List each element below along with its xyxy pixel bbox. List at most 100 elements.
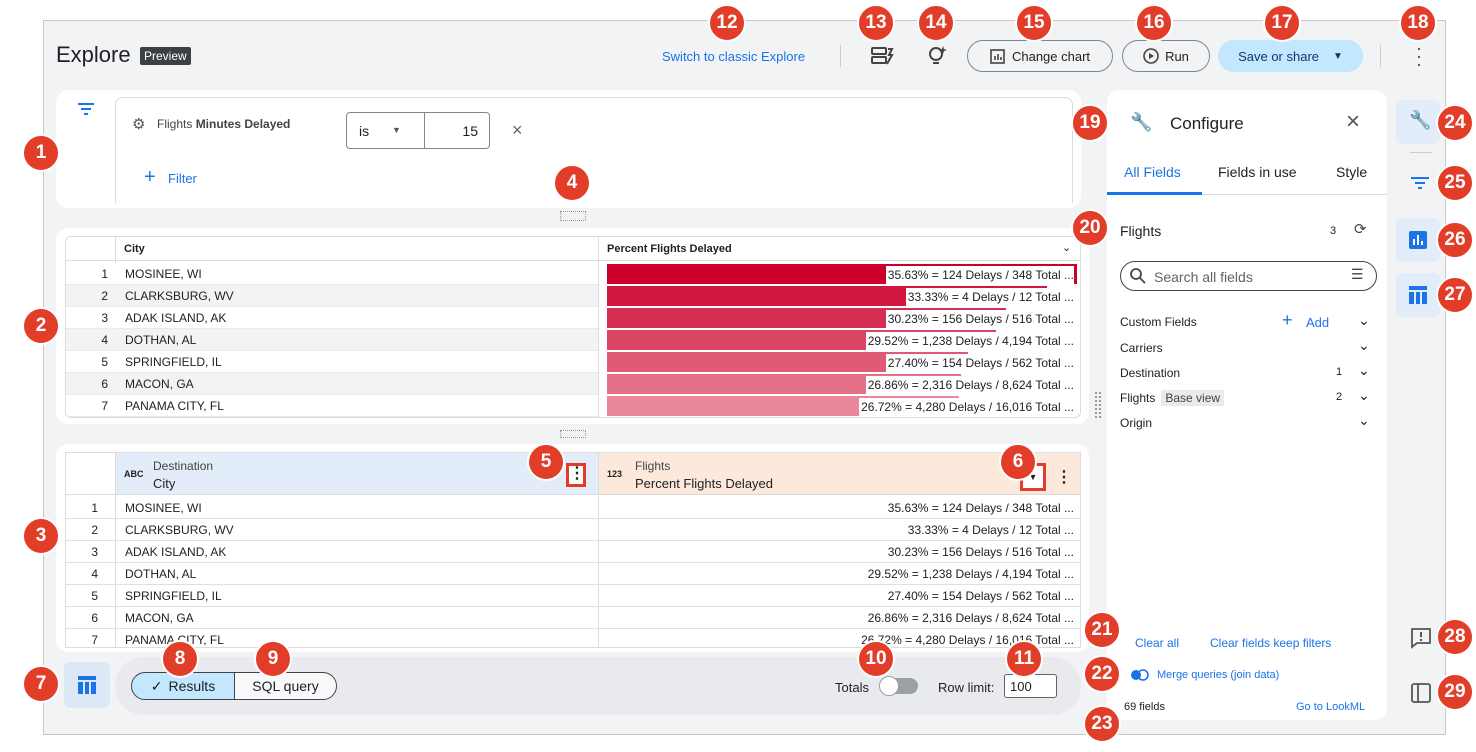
close-configure[interactable]: × (1346, 108, 1360, 136)
row-index: 7 (66, 629, 98, 648)
go-to-lookml[interactable]: Go to LookML (1296, 701, 1365, 713)
resize-handle[interactable] (560, 430, 586, 438)
preview-badge: Preview (140, 47, 191, 65)
group-count: 1 (1336, 366, 1342, 378)
rail-filter[interactable] (1410, 176, 1430, 190)
rail-table[interactable] (1396, 273, 1440, 317)
city: CLARKSBURG, WV (125, 285, 234, 307)
callout-badge: 8 (161, 640, 199, 678)
merge-queries[interactable]: Merge queries (join data) (1157, 669, 1279, 681)
field-count: 69 fields (1124, 701, 1165, 713)
city: CLARKSBURG, WV (125, 519, 234, 541)
field-group-row[interactable]: FlightsBase view (1120, 390, 1370, 406)
view-name: Flights (1120, 223, 1161, 239)
field-group-row[interactable]: Destination (1120, 365, 1370, 381)
ideas-icon[interactable] (926, 44, 948, 68)
sort-caret[interactable]: ⌄ (1062, 241, 1071, 254)
table-icon (1408, 285, 1428, 305)
refresh-icon[interactable]: ⟳ (1354, 220, 1367, 238)
tab[interactable]: Style (1336, 164, 1367, 180)
callout-badge: 23 (1083, 705, 1121, 743)
custom-fields[interactable]: Custom Fields (1120, 315, 1197, 329)
row-index: 2 (66, 519, 98, 541)
expand-caret[interactable]: ⌄ (1358, 312, 1370, 329)
sql-tab[interactable]: SQL query (234, 672, 337, 700)
add-custom-field[interactable]: Add (1306, 315, 1329, 330)
column-menu[interactable]: ⋮ (1056, 467, 1072, 487)
callout-badge: 26 (1436, 221, 1474, 259)
index-header-bg (66, 453, 115, 495)
filter-operator[interactable]: is (359, 123, 369, 139)
bar-label: 26.86% = 2,316 Delays / 8,624 Total ... (866, 376, 1074, 394)
panel-resize[interactable] (1095, 392, 1101, 418)
change-chart-button[interactable]: Change chart (967, 40, 1113, 72)
add-filter[interactable]: Filter (168, 171, 197, 186)
row-index: 5 (66, 351, 108, 373)
gear-icon: ⚙ (132, 115, 145, 133)
more-menu[interactable]: ··· (1416, 44, 1422, 68)
bar-label: 29.52% = 1,238 Delays / 4,194 Total ... (866, 332, 1074, 350)
change-chart-label: Change chart (1012, 49, 1090, 64)
chart-icon (990, 48, 1006, 64)
filter-field: Minutes Delayed (196, 117, 291, 131)
header-row (66, 237, 1081, 261)
bar-label: 27.40% = 154 Delays / 562 Total ... (886, 354, 1074, 372)
column-header: Percent Flights Delayed (607, 237, 732, 261)
remove-filter[interactable]: × (512, 120, 523, 141)
tab[interactable]: Fields in use (1218, 164, 1297, 180)
callout-badge: 20 (1071, 209, 1109, 247)
feedback-icon[interactable] (1410, 627, 1432, 649)
filter-box (115, 97, 1073, 203)
expand-caret[interactable]: ⌄ (1358, 387, 1370, 404)
column-divider (598, 453, 599, 648)
callout-badge: 25 (1436, 164, 1474, 202)
insights-icon[interactable] (870, 44, 894, 68)
clear-all[interactable]: Clear all (1135, 636, 1179, 650)
expand-caret[interactable]: ⌄ (1358, 337, 1370, 354)
field-group-row[interactable]: Origin (1120, 415, 1370, 431)
value: 35.63% = 124 Delays / 348 Total ... (888, 497, 1074, 519)
group-count: 2 (1336, 391, 1342, 403)
column-divider (115, 453, 116, 648)
save-button[interactable]: Save or share▼ (1218, 40, 1363, 72)
bar-label: 30.23% = 156 Delays / 516 Total ... (886, 310, 1074, 328)
results-table: ABCDestinationCity⋮123FlightsPercent Fli… (65, 452, 1081, 648)
merge-icon (1130, 669, 1150, 681)
group-name: Carriers (1120, 341, 1163, 355)
expand-caret[interactable]: ⌄ (1358, 412, 1370, 429)
callout-badge: 6 (999, 443, 1037, 481)
callout-badge: 12 (708, 4, 746, 42)
filter-value[interactable]: 15 (430, 123, 478, 139)
row-index: 3 (66, 541, 98, 563)
classic-link[interactable]: Switch to classic Explore (662, 49, 805, 64)
city: SPRINGFIELD, IL (125, 585, 222, 607)
totals-toggle[interactable] (880, 678, 918, 694)
search-placeholder: Search all fields (1154, 269, 1253, 285)
callout-badge: 28 (1436, 618, 1474, 656)
operator-caret: ▼ (392, 125, 401, 135)
search-options[interactable]: ☰ (1351, 266, 1364, 283)
rail-chart[interactable] (1396, 218, 1440, 262)
bar-label: 26.72% = 4,280 Delays / 16,016 Total ... (859, 398, 1074, 416)
resize-handle[interactable] (560, 211, 586, 221)
clear-keep-filters[interactable]: Clear fields keep filters (1210, 636, 1331, 650)
row-limit-input[interactable]: 100 (1004, 674, 1057, 698)
city: MACON, GA (125, 607, 194, 629)
bar-label: 35.63% = 124 Delays / 348 Total ... (886, 266, 1074, 284)
value: 26.72% = 4,280 Delays / 16,016 Total ... (861, 629, 1074, 648)
field-group-row[interactable]: Carriers (1120, 340, 1370, 356)
run-button[interactable]: Run (1122, 40, 1210, 72)
expand-caret[interactable]: ⌄ (1358, 362, 1370, 379)
column-menu[interactable]: ⋮ (566, 463, 586, 487)
panel-icon[interactable] (1410, 682, 1432, 704)
value: 26.86% = 2,316 Delays / 8,624 Total ... (868, 607, 1074, 629)
callout-badge: 1 (22, 134, 60, 172)
field-name: City (153, 475, 175, 491)
column-header: City (124, 237, 145, 261)
callout-badge: 3 (22, 517, 60, 555)
column-divider (598, 237, 599, 418)
filter-group: Flights (157, 117, 192, 131)
callout-badge: 24 (1436, 104, 1474, 142)
tab[interactable]: All Fields (1124, 164, 1181, 180)
filter-icon[interactable] (77, 102, 95, 116)
